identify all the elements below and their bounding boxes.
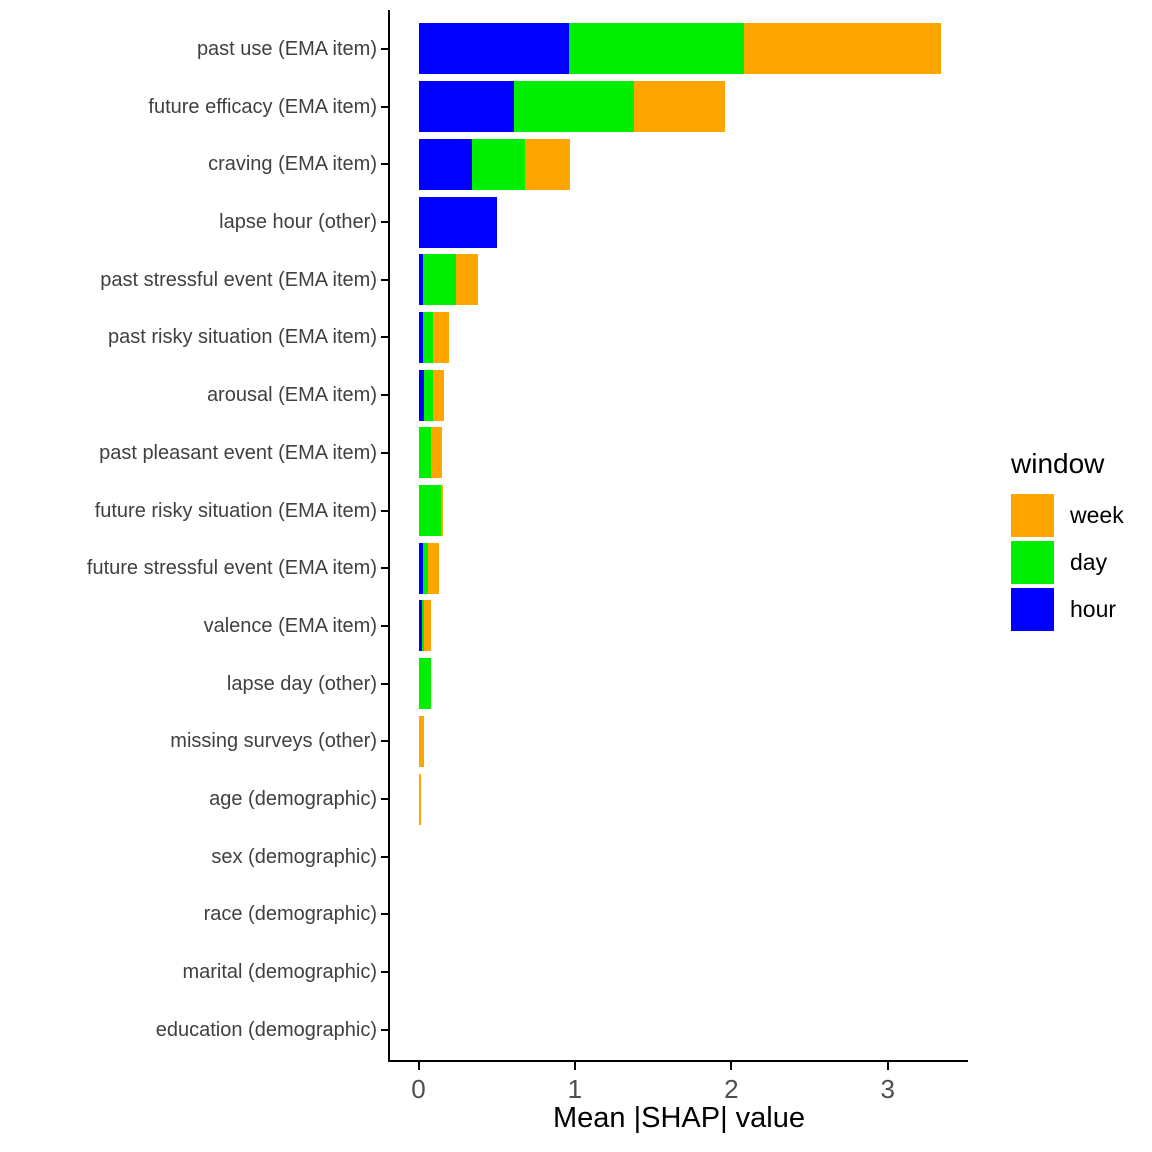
bar-segment-week [427, 542, 439, 594]
y-axis-label: race (demographic) [203, 903, 377, 926]
y-axis-label: valence (EMA item) [203, 614, 377, 637]
bar-segment-week [424, 600, 432, 652]
y-axis-tick [381, 740, 389, 743]
y-axis-tick [381, 509, 389, 512]
legend-label-hour: hour [1070, 596, 1117, 622]
y-axis-label: education (demographic) [155, 1018, 377, 1041]
bar-segment-week [441, 485, 444, 536]
y-axis-tick [381, 567, 389, 570]
y-axis-tick [381, 451, 389, 454]
y-axis-tick [381, 47, 389, 50]
y-axis-tick [381, 394, 389, 397]
x-axis-tick-label: 1 [567, 1074, 583, 1104]
bar-segment-week [418, 715, 424, 767]
y-axis-label: past stressful event (EMA item) [100, 268, 377, 291]
legend-title: window [1011, 448, 1105, 479]
bar-segment-week [431, 427, 442, 479]
y-axis-tick [381, 798, 389, 800]
bar-segment-week [634, 81, 726, 133]
y-axis-label: marital (demographic) [182, 961, 377, 984]
y-axis-tick [381, 1028, 389, 1031]
legend-item-week: week [1011, 494, 1124, 537]
y-axis-tick [381, 682, 389, 685]
bar-segment-hour [418, 254, 424, 306]
x-axis-title: Mean |SHAP| value [552, 1102, 806, 1134]
legend-item-day: day [1011, 541, 1124, 584]
y-axis-label: past pleasant event (EMA item) [99, 441, 377, 464]
bar-segment-week [456, 254, 478, 306]
bar-segment-hour [418, 600, 423, 652]
legend-swatch-hour [1011, 588, 1054, 631]
bar-segment-week [432, 369, 444, 421]
y-axis-label: sex (demographic) [211, 845, 377, 868]
y-axis-label: age (demographic) [209, 788, 377, 810]
x-axis-tick [730, 1062, 733, 1070]
y-axis-label: future efficacy (EMA item) [148, 95, 377, 118]
x-axis-line [388, 1060, 968, 1062]
legend-items: week day hour [1011, 494, 1124, 631]
y-axis-tick [381, 163, 389, 166]
bar-segment-day [423, 369, 433, 421]
bar-segment-hour [418, 196, 497, 248]
y-axis-tick [381, 221, 389, 223]
bar-segment-day [418, 658, 431, 710]
legend-label-day: day [1070, 549, 1108, 575]
y-axis-tick [381, 624, 389, 627]
y-axis-label: lapse hour (other) [219, 211, 377, 233]
x-axis-tick-label: 0 [411, 1074, 426, 1104]
bar-segment-hour [418, 23, 569, 75]
x-axis-tick [417, 1062, 420, 1070]
y-axis-label: future stressful event (EMA item) [86, 557, 377, 580]
legend: window week day hour [1011, 448, 1124, 635]
bar-segment-day [423, 254, 457, 306]
y-axis-line [388, 10, 390, 1062]
y-axis-tick [381, 913, 389, 916]
bar-segment-hour [418, 138, 472, 190]
y-axis-tick [381, 971, 389, 974]
y-axis-label: missing surveys (other) [170, 730, 377, 753]
bar-segment-day [568, 23, 744, 75]
y-axis-label: craving (EMA item) [208, 153, 377, 176]
y-axis-tick [381, 278, 389, 281]
bar-segment-day [418, 427, 431, 479]
y-axis-label: past use (EMA item) [196, 37, 377, 60]
bar-segment-hour [418, 81, 514, 133]
x-axis-tick [886, 1062, 889, 1070]
bar-segment-day [513, 81, 635, 133]
y-axis-label: arousal (EMA item) [206, 384, 377, 407]
y-axis-label: future risky situation (EMA item) [94, 499, 377, 522]
x-axis-tick-label: 3 [880, 1074, 895, 1104]
bar-segment-day [422, 600, 425, 652]
bar-segment-hour [418, 542, 424, 594]
bar-segment-day [471, 138, 525, 190]
bar-segment-week [743, 23, 941, 75]
legend-item-hour: hour [1011, 588, 1124, 631]
y-axis-tick [381, 336, 389, 339]
bar-segment-day [418, 485, 442, 536]
bar-segment-week [418, 773, 422, 825]
bar-segment-day [423, 311, 434, 363]
y-axis-label: lapse day (other) [226, 672, 377, 695]
bar-segment-week [433, 311, 449, 363]
bar-segment-hour [418, 311, 424, 363]
y-axis-label: past risky situation (EMA item) [108, 326, 377, 349]
y-axis-tick [381, 855, 389, 858]
y-axis-tick [381, 105, 389, 108]
bar-segment-week [524, 138, 571, 190]
legend-label-week: week [1070, 502, 1124, 528]
x-axis-tick [573, 1062, 576, 1070]
x-axis-tick-label: 2 [724, 1074, 739, 1104]
bar-segment-day [423, 542, 428, 594]
legend-swatch-week [1011, 494, 1054, 537]
bar-segment-hour [418, 369, 424, 421]
legend-swatch-day [1011, 541, 1054, 584]
